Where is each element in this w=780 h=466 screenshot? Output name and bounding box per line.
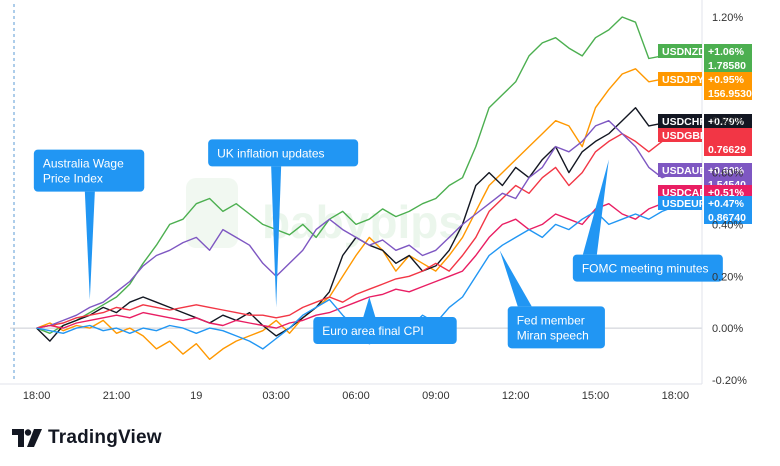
change-value: +0.47% (708, 198, 745, 210)
y-tick-label: 1.20% (712, 12, 743, 24)
callout-text: Australia Wage (43, 157, 124, 171)
y-tick-label: -0.20% (712, 375, 747, 387)
callout-text: FOMC meeting minutes (582, 262, 709, 276)
callout-box (572, 254, 723, 282)
series-line-usdaud (36, 120, 676, 329)
x-tick-label: 15:00 (582, 390, 610, 402)
price-tag-usdeur: USDEUR +0.47% 0.86740 (658, 196, 752, 224)
callout-pointer (363, 297, 376, 318)
x-tick-label: 19 (190, 390, 202, 402)
callout-2: UK inflation updates (208, 139, 359, 308)
x-tick-label: 18:00 (23, 390, 51, 402)
symbol-tag (658, 128, 702, 142)
price-value: 156.95300 (708, 88, 758, 100)
change-value: +0.60% (708, 165, 745, 177)
brand-footer: TradingView (12, 424, 162, 452)
y-tick-label: 0.00% (712, 323, 743, 335)
change-value: +0.95% (708, 74, 745, 86)
callout-pointer (499, 250, 532, 307)
callout-pointer (271, 166, 282, 308)
x-axis-ticks: 18:00 21:00 19 03:00 06:00 09:00 12:00 15:00 18:… (23, 390, 689, 402)
callout-box (507, 306, 605, 349)
change-value: +1.06% (708, 46, 745, 58)
series-line-usdcad (36, 195, 676, 329)
series-line-usdjpy (36, 68, 676, 360)
callout-text: UK inflation updates (217, 146, 324, 160)
symbol-name: USDCHF (662, 116, 706, 128)
y-tick-label: 0.20% (712, 271, 743, 283)
callout-pointer (582, 159, 609, 255)
value-tag (704, 185, 752, 199)
symbol-tag (658, 114, 702, 128)
callout-box (208, 139, 359, 167)
price-value: 1.78580 (708, 60, 746, 72)
y-tick-label: 0.40% (712, 219, 743, 231)
callout-pointer (84, 191, 95, 300)
value-tag (704, 72, 752, 100)
callout-box (33, 149, 145, 192)
y-tick-label: 0.80% (712, 116, 743, 128)
symbol-name: USDJPY (662, 74, 704, 86)
chart-background (0, 0, 780, 420)
series-line-usdgbp (36, 130, 676, 329)
plot-area (0, 0, 780, 420)
brand-name: TradingView (48, 427, 162, 448)
symbol-name: USDEUR (662, 198, 707, 210)
watermark-mascot-icon (186, 178, 238, 248)
y-axis-ticks: 1.20% 0.80% 0.60% 0.40% 0.20% 0.00% -0.20% (712, 12, 747, 387)
series-line-usdnzd (36, 16, 676, 334)
symbol-tag (658, 72, 702, 86)
value-tag (704, 128, 752, 156)
y-tick-label: 0.60% (712, 168, 743, 180)
price-value: 0.86740 (708, 212, 746, 224)
x-tick-label: 06:00 (342, 390, 370, 402)
callout-text: Price Index (43, 172, 103, 186)
value-tag (704, 44, 752, 72)
tradingview-logo-icon (12, 429, 42, 447)
change-value: +0.79% (708, 116, 745, 128)
price-tag-usdjpy: USDJPY +0.95% 156.95300 (658, 72, 758, 100)
x-tick-label: 18:00 (662, 390, 690, 402)
callout-text: Miran speech (517, 328, 589, 342)
callout-box (313, 317, 457, 345)
value-tag (704, 196, 752, 224)
symbol-tag (658, 185, 702, 199)
callout-text: Euro area final CPI (322, 324, 423, 338)
callout-5: FOMC meeting minutes (572, 159, 723, 282)
price-tags: USDNZD +1.06% 1.78580 USDJPY +0.95% 156.95300… (658, 44, 758, 224)
price-tag-usdnzd: USDNZD +1.06% 1.78580 (658, 44, 752, 72)
x-tick-label: 09:00 (422, 390, 450, 402)
x-tick-label: 12:00 (502, 390, 530, 402)
symbol-name: USDAUD (662, 165, 707, 177)
symbol-tag (658, 44, 702, 58)
symbol-name: USDGBP (662, 130, 707, 142)
symbol-tag (658, 163, 702, 177)
price-value: 0.76629 (708, 144, 746, 156)
x-tick-label: 03:00 (262, 390, 290, 402)
callout-text: Fed member (517, 313, 585, 327)
x-tick-label: 21:00 (103, 390, 131, 402)
callout-3: Euro area final CPI (313, 297, 457, 345)
symbol-name: USDNZD (662, 46, 706, 58)
symbol-tag (658, 196, 702, 210)
